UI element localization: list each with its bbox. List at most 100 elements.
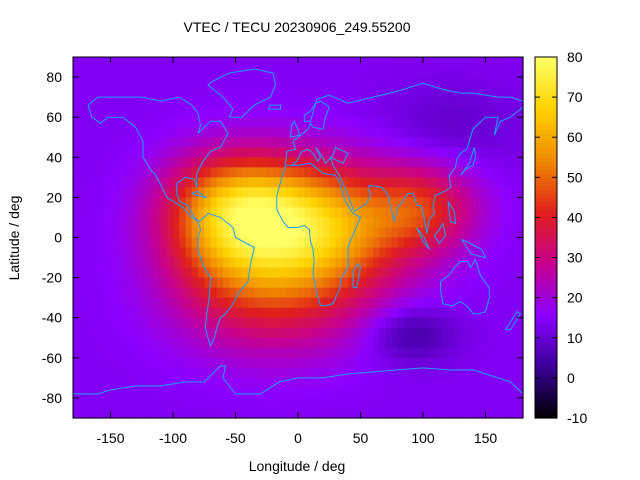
heatmap-cell <box>373 167 380 178</box>
colorbar-segment <box>535 237 557 243</box>
heatmap-cell <box>498 307 505 319</box>
heatmap-cell <box>429 287 437 299</box>
heatmap-cell <box>316 77 324 88</box>
heatmap-cell <box>179 187 187 198</box>
heatmap-cell <box>448 137 455 148</box>
heatmap-cell <box>423 77 430 88</box>
heatmap-cell <box>416 387 424 399</box>
heatmap-cell <box>173 137 180 148</box>
heatmap-cell <box>429 137 437 148</box>
heatmap-cell <box>166 287 174 299</box>
heatmap-cell <box>304 257 312 269</box>
heatmap-cell <box>473 187 480 198</box>
heatmap-cell <box>91 317 99 329</box>
heatmap-cell <box>454 127 462 138</box>
heatmap-cell <box>341 157 349 168</box>
heatmap-cell <box>141 297 149 309</box>
heatmap-cell <box>341 347 349 359</box>
heatmap-cell <box>504 297 512 309</box>
heatmap-cell <box>116 327 124 339</box>
heatmap-cell <box>104 87 112 98</box>
heatmap-cell <box>441 87 449 98</box>
heatmap-cell <box>304 347 312 359</box>
heatmap-cell <box>166 177 174 188</box>
heatmap-cell <box>379 347 387 359</box>
heatmap-cell <box>398 167 405 178</box>
heatmap-cell <box>191 337 199 349</box>
heatmap-cell <box>454 277 462 289</box>
heatmap-cell <box>116 67 124 78</box>
heatmap-cell <box>410 137 418 148</box>
heatmap-cell <box>354 387 362 399</box>
heatmap-cell <box>198 167 205 178</box>
heatmap-cell <box>216 267 224 279</box>
heatmap-cell <box>273 137 280 148</box>
heatmap-cell <box>323 127 330 138</box>
heatmap-cell <box>266 227 274 239</box>
heatmap-cell <box>179 387 187 399</box>
heatmap-cell <box>91 327 99 339</box>
heatmap-cell <box>323 377 330 389</box>
heatmap-cell <box>441 187 449 198</box>
heatmap-cell <box>441 287 449 299</box>
heatmap-cell <box>304 197 312 209</box>
heatmap-cell <box>298 347 305 359</box>
heatmap-cell <box>266 57 274 68</box>
heatmap-cell <box>216 77 224 88</box>
heatmap-cell <box>241 227 249 239</box>
heatmap-cell <box>473 87 480 98</box>
heatmap-cell <box>385 57 393 68</box>
heatmap-cell <box>304 187 312 198</box>
heatmap-cell <box>98 157 105 168</box>
heatmap-cell <box>185 67 193 78</box>
heatmap-cell <box>298 97 305 108</box>
heatmap-cell <box>435 167 443 178</box>
heatmap-cell <box>154 87 162 98</box>
heatmap-cell <box>198 327 205 339</box>
heatmap-cell <box>191 227 199 239</box>
heatmap-cell <box>123 377 130 389</box>
heatmap-cell <box>460 127 468 138</box>
heatmap-cell <box>129 127 137 138</box>
heatmap-cell <box>241 107 249 118</box>
heatmap-cell <box>485 57 493 68</box>
heatmap-cell <box>204 317 212 329</box>
heatmap-cell <box>254 97 262 108</box>
heatmap-cell <box>479 317 487 329</box>
heatmap-cell <box>216 407 224 419</box>
heatmap-cell <box>298 287 305 299</box>
heatmap-cell <box>104 307 112 319</box>
heatmap-cell <box>279 187 287 198</box>
heatmap-cell <box>229 357 237 369</box>
heatmap-cell <box>360 337 368 349</box>
heatmap-cell <box>435 337 443 349</box>
heatmap-cell <box>141 237 149 249</box>
heatmap-cell <box>173 297 180 309</box>
heatmap-cell <box>166 387 174 399</box>
heatmap-cell <box>291 177 299 188</box>
heatmap-cell <box>110 227 118 239</box>
heatmap-cell <box>404 397 412 409</box>
heatmap-cell <box>491 277 499 289</box>
heatmap-cell <box>123 77 130 88</box>
heatmap-cell <box>241 57 249 68</box>
heatmap-cell <box>516 167 524 178</box>
heatmap-cell <box>479 267 487 279</box>
heatmap-cell <box>198 127 205 138</box>
heatmap-cell <box>291 187 299 198</box>
heatmap-cell <box>329 307 337 319</box>
heatmap-cell <box>379 197 387 209</box>
heatmap-cell <box>148 187 155 198</box>
heatmap-cell <box>404 217 412 229</box>
heatmap-cell <box>310 87 318 98</box>
colorbar-segment <box>535 81 557 86</box>
heatmap-cell <box>491 237 499 249</box>
heatmap-cell <box>316 127 324 138</box>
heatmap-cell <box>223 177 230 188</box>
heatmap-cell <box>204 157 212 168</box>
heatmap-cell <box>191 67 199 78</box>
heatmap-cell <box>235 297 243 309</box>
heatmap-cell <box>448 127 455 138</box>
heatmap-cell <box>485 407 493 419</box>
heatmap-cell <box>260 407 268 419</box>
